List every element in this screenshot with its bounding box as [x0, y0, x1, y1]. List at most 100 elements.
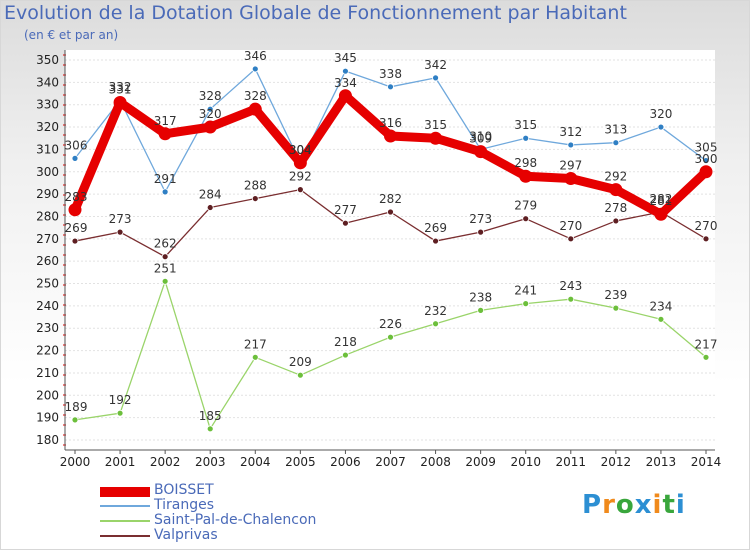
data-label-saint-pal-de-chalencon: 239	[604, 288, 627, 302]
data-point-tiranges	[612, 139, 620, 147]
y-tick-label-220: 220	[36, 344, 59, 358]
data-label-boisset: 316	[379, 116, 402, 130]
data-label-saint-pal-de-chalencon: 192	[109, 393, 132, 407]
data-point-tiranges	[387, 83, 394, 91]
x-tick-label-2007: 2007	[375, 455, 406, 469]
series-boisset	[68, 89, 713, 221]
data-label-valprivas: 288	[244, 179, 267, 193]
data-label-valprivas: 270	[695, 219, 718, 233]
x-tick-label-2003: 2003	[195, 455, 226, 469]
data-label-boisset: 320	[199, 107, 222, 121]
data-point-tiranges	[251, 65, 259, 73]
data-point-saint-pal-de-chalencon	[116, 409, 124, 417]
data-point-boisset	[158, 127, 172, 141]
data-label-boisset: 304	[289, 143, 312, 157]
data-point-boisset	[474, 145, 488, 159]
x-tick-label-2005: 2005	[285, 455, 316, 469]
data-point-valprivas	[206, 204, 214, 211]
logo-letter: o	[615, 490, 635, 520]
x-tick-label-2010: 2010	[510, 455, 541, 469]
data-point-tiranges	[71, 154, 79, 162]
data-label-valprivas: 284	[199, 188, 222, 202]
data-label-saint-pal-de-chalencon: 251	[154, 261, 177, 275]
chart-subtitle: (en € et par an)	[24, 28, 119, 42]
x-tick-label-2011: 2011	[556, 455, 587, 469]
data-point-valprivas	[71, 237, 79, 245]
data-label-tiranges: 304	[289, 143, 312, 157]
x-tick-label-2004: 2004	[240, 455, 271, 469]
data-point-boisset	[338, 89, 352, 103]
data-label-tiranges: 312	[559, 125, 582, 139]
data-label-saint-pal-de-chalencon: 185	[199, 409, 222, 423]
legend-swatch-boisset	[100, 487, 150, 497]
data-point-boisset	[248, 102, 262, 116]
logo-letter: P	[582, 490, 603, 520]
data-point-valprivas	[251, 195, 259, 202]
data-label-boisset: 297	[559, 158, 582, 172]
data-label-tiranges: 346	[244, 49, 267, 63]
x-tick-label-2014: 2014	[691, 455, 722, 469]
proxiti-logo: Proxiti	[582, 490, 686, 520]
data-point-boisset	[203, 120, 217, 134]
data-label-boisset: 292	[604, 170, 627, 184]
y-tick-label-200: 200	[36, 388, 59, 402]
chart-title: Evolution de la Dotation Globale de Fonc…	[4, 2, 627, 24]
y-tick-label-330: 330	[36, 98, 59, 112]
data-point-boisset	[384, 129, 397, 143]
data-point-tiranges	[432, 74, 439, 82]
data-label-boisset: 300	[695, 152, 718, 166]
data-label-boisset: 309	[469, 132, 492, 146]
data-label-valprivas: 279	[514, 199, 537, 213]
data-label-boisset: 283	[65, 190, 88, 204]
logo-letter: x	[634, 490, 653, 520]
data-label-tiranges: 332	[109, 80, 132, 94]
data-point-saint-pal-de-chalencon	[206, 425, 214, 433]
data-point-boisset	[293, 156, 307, 170]
y-tick-label-250: 250	[36, 277, 59, 291]
logo-letter: i	[675, 490, 686, 520]
data-label-saint-pal-de-chalencon: 226	[379, 317, 402, 331]
data-label-valprivas: 262	[154, 237, 177, 251]
data-point-boisset	[113, 95, 127, 109]
data-point-tiranges	[702, 157, 710, 164]
data-label-tiranges: 313	[604, 123, 627, 137]
data-point-boisset	[564, 171, 578, 185]
data-point-saint-pal-de-chalencon	[522, 300, 530, 308]
data-label-saint-pal-de-chalencon: 234	[649, 299, 672, 313]
data-point-boisset	[519, 169, 533, 183]
y-tick-label-310: 310	[36, 142, 59, 156]
data-label-boisset: 315	[424, 118, 447, 132]
data-point-valprivas	[342, 219, 349, 227]
data-label-saint-pal-de-chalencon: 243	[559, 279, 582, 293]
data-point-tiranges	[161, 188, 169, 196]
data-point-valprivas	[477, 228, 485, 236]
data-label-saint-pal-de-chalencon: 217	[695, 337, 718, 351]
y-tick-label-230: 230	[36, 321, 59, 335]
logo-letter: r	[602, 490, 616, 520]
data-point-valprivas	[612, 217, 620, 225]
data-point-valprivas	[522, 215, 530, 223]
data-label-tiranges: 305	[695, 141, 718, 155]
y-tick-label-290: 290	[36, 187, 59, 201]
data-point-tiranges	[657, 123, 665, 131]
data-point-saint-pal-de-chalencon	[161, 277, 169, 285]
data-point-valprivas	[296, 186, 304, 194]
data-label-tiranges: 342	[424, 58, 447, 72]
data-label-saint-pal-de-chalencon: 209	[289, 355, 312, 369]
data-label-boisset: 281	[649, 194, 672, 208]
series-saint-pal-de-chalencon	[71, 277, 710, 433]
data-point-saint-pal-de-chalencon	[342, 351, 349, 359]
data-label-boisset: 331	[109, 82, 132, 96]
data-label-valprivas: 278	[604, 201, 627, 215]
data-point-tiranges	[567, 141, 575, 149]
data-point-tiranges	[522, 134, 530, 142]
data-label-tiranges: 291	[154, 172, 177, 186]
data-point-saint-pal-de-chalencon	[432, 320, 439, 328]
data-label-boisset: 334	[334, 76, 357, 90]
data-point-saint-pal-de-chalencon	[251, 353, 259, 361]
data-point-saint-pal-de-chalencon	[387, 333, 394, 341]
data-label-saint-pal-de-chalencon: 238	[469, 290, 492, 304]
x-tick-label-2008: 2008	[420, 455, 451, 469]
x-tick-label-2006: 2006	[330, 455, 361, 469]
data-point-valprivas	[161, 253, 169, 261]
